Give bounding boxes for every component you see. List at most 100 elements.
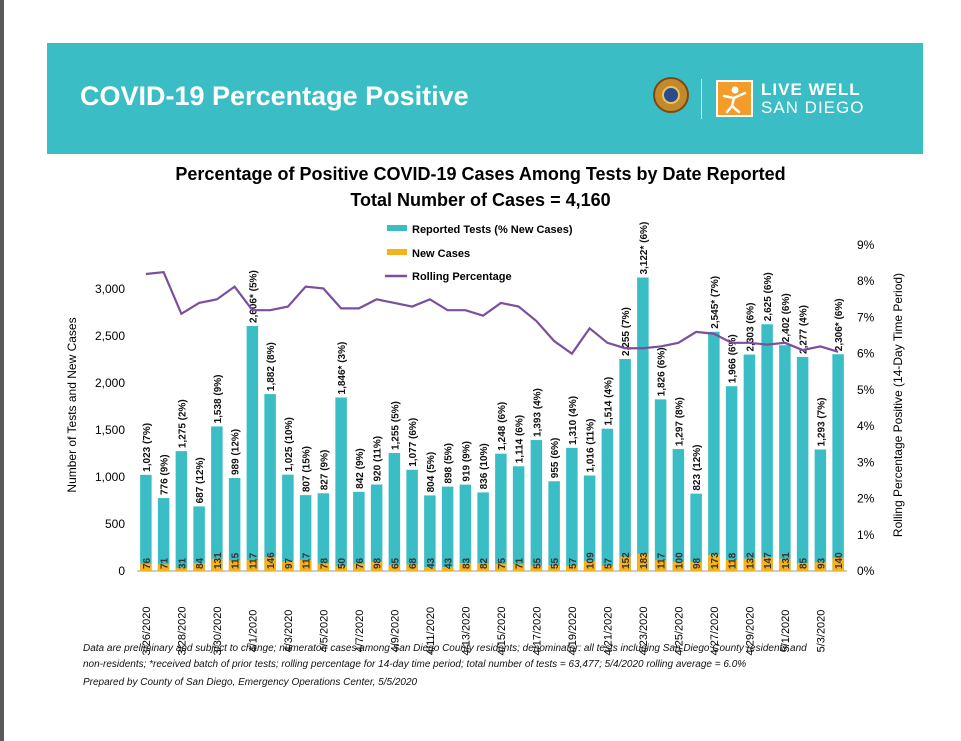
bar-value-label: 2,303 (6%) [745, 303, 756, 352]
banner-title: COVID-19 Percentage Positive [80, 81, 469, 111]
bar-new-cases [672, 561, 685, 571]
bar-new-cases [388, 564, 401, 571]
case-count-label: 146 [266, 552, 277, 569]
case-count-label: 98 [373, 557, 384, 569]
bar-value-label: 2,545* (7%) [710, 276, 721, 329]
case-count-label: 131 [781, 552, 792, 569]
case-count-label: 76 [355, 557, 366, 569]
x-tick-label: 4/5/2020 [318, 610, 330, 653]
y-tick-label: 3,000 [95, 282, 125, 296]
bar-tests [512, 466, 525, 571]
bar-new-cases [228, 560, 241, 571]
case-count-label: 84 [195, 557, 206, 569]
y2-tick-label: 8% [857, 274, 875, 288]
case-count-label: 75 [497, 557, 508, 569]
chart-title: Percentage of Positive COVID-19 Cases Am… [175, 164, 786, 184]
bar-value-label: 2,625 (6%) [763, 272, 774, 321]
bar-new-cases [299, 560, 312, 571]
bar-new-cases [814, 562, 827, 571]
x-tick-label: 4/9/2020 [389, 610, 401, 653]
legend-label: New Cases [412, 248, 470, 260]
case-count-label: 183 [639, 552, 650, 569]
bar-new-cases [796, 563, 809, 571]
x-tick-label: 4/1/2020 [247, 610, 259, 653]
bar-tests [406, 469, 418, 571]
x-tick-label: 4/7/2020 [354, 610, 366, 653]
case-count-label: 55 [550, 557, 561, 569]
y-tick-label: 2,500 [95, 329, 125, 343]
footnote-line-2: non-residents; *received batch of prior … [83, 659, 747, 670]
bar-new-cases [406, 564, 418, 571]
case-count-label: 115 [231, 552, 242, 569]
bar-new-cases [637, 553, 649, 571]
bar-new-cases [175, 568, 188, 571]
bar-value-label: 2,402 (6%) [781, 293, 792, 342]
bar-new-cases [282, 561, 294, 571]
x-tick-label: 4/3/2020 [283, 610, 295, 653]
bar-value-label: 827 (9%) [319, 450, 330, 491]
case-count-label: 57 [603, 557, 614, 569]
bar-new-cases [619, 556, 631, 571]
bar-value-label: 955 (6%) [550, 438, 561, 479]
legend-label: Reported Tests (% New Cases) [412, 224, 573, 236]
bar-value-label: 920 (11%) [373, 436, 384, 482]
case-count-label: 117 [302, 552, 313, 569]
bar-tests [779, 345, 791, 571]
x-tick-label: 4/29/2020 [744, 607, 756, 656]
x-tick-label: 5/1/2020 [780, 610, 792, 653]
case-count-label: 78 [319, 557, 330, 569]
footnote-line-1: Data are preliminary and subject to chan… [83, 643, 807, 654]
case-count-label: 152 [621, 552, 632, 569]
y2-axis-title: Rolling Percentage Positive (14-Day Time… [891, 273, 905, 537]
x-tick-label: 4/11/2020 [425, 607, 437, 655]
bar-new-cases [690, 561, 702, 571]
bar-tests [530, 440, 543, 571]
bar-tests [140, 474, 152, 571]
y2-tick-label: 2% [857, 492, 875, 506]
bar-value-label: 1,016 (11%) [586, 419, 597, 473]
bar-value-label: 1,966 (6%) [728, 334, 739, 383]
bar-value-label: 1,826 (6%) [657, 347, 668, 396]
bar-tests [370, 484, 383, 571]
page-edge [0, 0, 4, 741]
bar-value-label: 2,277 (4%) [799, 305, 810, 354]
x-tick-label: 4/17/2020 [531, 607, 543, 656]
case-count-label: 85 [799, 557, 810, 569]
bar-value-label: 1,248 (6%) [497, 402, 508, 451]
bar-new-cases [459, 563, 472, 571]
bar-value-label: 3,122* (6%) [639, 222, 650, 275]
bar-value-label: 1,275 (2%) [177, 399, 188, 448]
x-tick-label: 4/15/2020 [496, 607, 508, 656]
x-tick-label: 3/28/2020 [176, 607, 188, 656]
bar-tests [566, 447, 578, 571]
bar-new-cases [246, 560, 259, 571]
bar-tests [299, 495, 312, 571]
case-count-label: 131 [213, 552, 224, 569]
case-count-label: 117 [657, 552, 668, 569]
bar-value-label: 1,293 (7%) [816, 398, 827, 447]
bar-value-label: 804 (5%) [426, 452, 437, 493]
bar-value-label: 1,310 (4%) [568, 396, 579, 445]
bar-tests [477, 492, 489, 571]
bar-tests [424, 495, 436, 571]
bar-tests [708, 331, 720, 571]
bar-tests [725, 386, 738, 571]
bar-tests [228, 478, 241, 571]
bar-value-label: 1,077 (6%) [408, 418, 419, 467]
legend-swatch [387, 225, 407, 231]
bar-tests [743, 354, 756, 571]
bar-tests [637, 277, 649, 571]
case-count-label: 71 [515, 557, 526, 569]
bar-tests [317, 493, 330, 571]
logo-text-line1: LIVE WELL [761, 80, 861, 99]
y2-tick-label: 5% [857, 383, 875, 397]
bar-tests [832, 354, 844, 571]
bar-value-label: 1,538 (9%) [213, 375, 224, 424]
bar-tests [495, 453, 507, 571]
case-count-label: 57 [568, 557, 579, 569]
bar-tests [353, 491, 365, 571]
bar-value-label: 807 (15%) [302, 446, 313, 492]
bar-tests [459, 484, 472, 571]
legend-swatch [387, 249, 407, 255]
bar-tests [601, 428, 614, 571]
